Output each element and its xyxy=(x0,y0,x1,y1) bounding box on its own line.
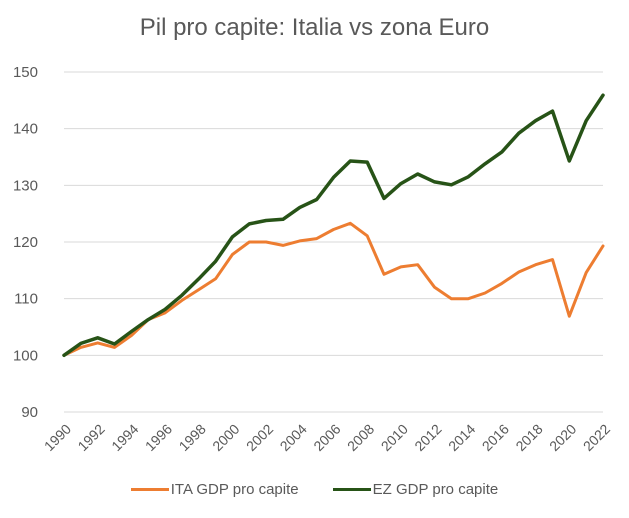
x-tick-label: 2010 xyxy=(378,421,411,454)
y-tick-label: 140 xyxy=(13,121,38,138)
x-tick-label: 2020 xyxy=(546,421,579,454)
x-tick-label: 1996 xyxy=(142,421,175,454)
legend-item-ita: ITA GDP pro capite xyxy=(130,481,299,498)
chart-title: Pil pro capite: Italia vs zona Euro xyxy=(139,14,490,41)
x-tick-label: 2000 xyxy=(209,421,242,454)
x-tick-label: 2006 xyxy=(310,421,343,454)
legend: ITA GDP pro capite EZ GDP pro capite xyxy=(0,481,629,498)
y-tick-label: 110 xyxy=(14,291,38,308)
legend-swatch-ita xyxy=(130,488,169,491)
x-tick-label: 2012 xyxy=(411,421,444,454)
x-tick-label: 2016 xyxy=(479,421,512,454)
x-tick-label: 1998 xyxy=(176,421,209,454)
y-tick-label: 130 xyxy=(13,177,38,194)
legend-swatch-ez xyxy=(332,488,371,491)
x-tick-label: 2022 xyxy=(580,421,613,454)
series-line-ita xyxy=(62,221,605,357)
y-tick-label: 150 xyxy=(13,64,38,81)
x-tick-label: 2004 xyxy=(277,421,310,454)
legend-label-ita: ITA GDP pro capite xyxy=(170,481,299,498)
x-tick-label: 1994 xyxy=(108,421,141,454)
x-tick-label: 2008 xyxy=(344,421,377,454)
legend-label-ez: EZ GDP pro capite xyxy=(372,481,499,498)
x-tick-label: 1990 xyxy=(41,421,74,454)
legend-item-ez: EZ GDP pro capite xyxy=(332,481,499,498)
x-tick-label: 2018 xyxy=(512,421,545,454)
y-tick-label: 120 xyxy=(13,234,38,251)
x-tick-label: 2014 xyxy=(445,421,478,454)
y-tick-label: 90 xyxy=(21,404,38,421)
x-tick-label: 1992 xyxy=(74,421,107,454)
series-line-ez xyxy=(62,93,605,358)
y-tick-label: 100 xyxy=(13,347,38,364)
x-tick-label: 2002 xyxy=(243,421,276,454)
